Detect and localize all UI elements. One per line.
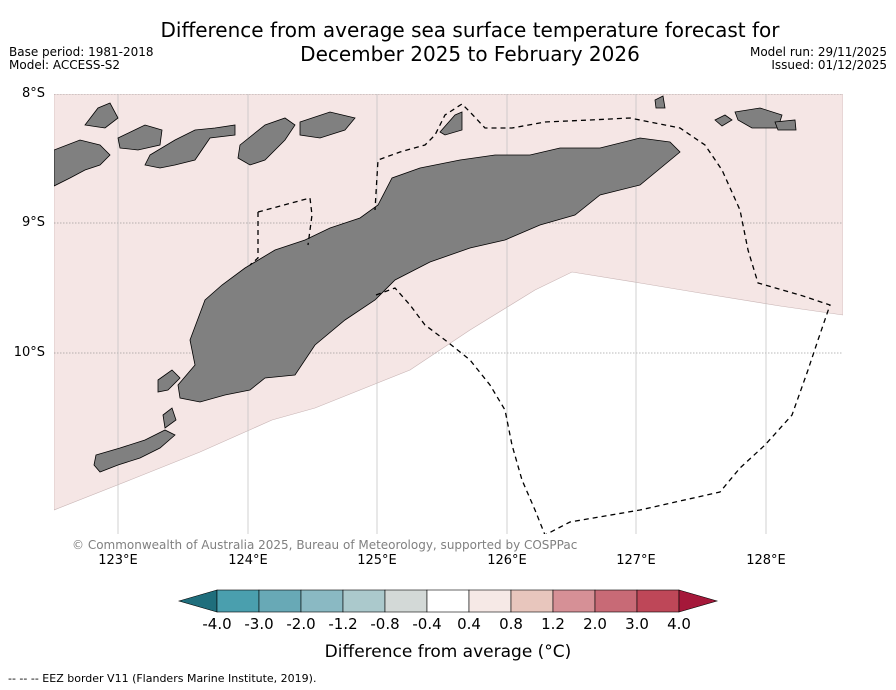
lat-label-9s: 9°S — [21, 215, 45, 230]
colorbar-segment-9 — [552, 589, 596, 613]
lon-label-125e: 125°E — [357, 553, 397, 568]
colorbar-label: Difference from average (°C) — [324, 642, 572, 662]
colorbar-tick: 3.0 — [625, 615, 649, 633]
wetar-island — [299, 111, 356, 139]
colorbar-tick: -3.0 — [244, 615, 274, 633]
issued-date: Issued: 01/12/2025 — [771, 58, 887, 72]
small-island-3 — [654, 95, 666, 109]
lat-label-8s: 8°S — [21, 86, 45, 101]
colorbar-tick: 2.0 — [583, 615, 607, 633]
colorbar-tick: 0.4 — [457, 615, 481, 633]
anomaly-region-0.4-0.8 — [54, 94, 843, 511]
model-run: Model run: 29/11/2025 — [749, 45, 887, 59]
colorbar-segment-8 — [510, 589, 554, 613]
colorbar-segment-11 — [636, 589, 680, 613]
small-island-2 — [439, 111, 463, 136]
eez-border-line — [249, 103, 831, 534]
colorbar-segment-3 — [300, 589, 344, 613]
alor-island — [237, 117, 296, 166]
colorbar-tick: -2.0 — [286, 615, 316, 633]
colorbar — [177, 589, 719, 613]
colorbar-tick: -0.4 — [412, 615, 442, 633]
land — [54, 95, 797, 473]
eez-legend: -- -- -- EEZ border V11 (Flanders Marine… — [8, 672, 317, 685]
colorbar-segment-7 — [468, 589, 512, 613]
lon-label-128e: 128°E — [746, 553, 786, 568]
colorbar-tick: 1.2 — [541, 615, 565, 633]
small-island-8 — [162, 407, 177, 429]
lembata-island — [117, 124, 163, 151]
small-island-1 — [84, 102, 119, 129]
colorbar-segment-1 — [216, 589, 260, 613]
colorbar-extend-low — [177, 589, 218, 613]
model-name: Model: ACCESS-S2 — [9, 58, 121, 72]
colorbar-tick: -0.8 — [370, 615, 400, 633]
colorbar-segment-4 — [342, 589, 386, 613]
lon-label-127e: 127°E — [616, 553, 656, 568]
colorbar-segment-10 — [594, 589, 638, 613]
copyright-notice: © Commonwealth of Australia 2025, Bureau… — [72, 538, 578, 552]
savu-rote-island — [93, 429, 176, 473]
colorbar-tick: 4.0 — [667, 615, 691, 633]
colorbar-extend-high — [678, 589, 719, 613]
small-island-5 — [774, 119, 797, 131]
meta-left: Base period: 1981-2018 Model: ACCESS-S2 — [9, 46, 154, 72]
title-line-2: December 2025 to February 2026 — [300, 42, 640, 66]
pantar-island — [144, 124, 236, 169]
colorbar-tick: 0.8 — [499, 615, 523, 633]
timor-island — [177, 137, 681, 403]
colorbar-segment-6 — [426, 589, 470, 613]
colorbar-segment-2 — [258, 589, 302, 613]
flores-island — [54, 139, 111, 187]
small-island-6 — [714, 114, 733, 127]
lon-label-123e: 123°E — [98, 553, 138, 568]
lon-label-124e: 124°E — [228, 553, 268, 568]
meta-right: Model run: 29/11/2025 Issued: 01/12/2025 — [750, 46, 887, 72]
title-line-1: Difference from average sea surface temp… — [160, 18, 780, 42]
colorbar-tick: -4.0 — [202, 615, 232, 633]
colorbar-tick: -1.2 — [328, 615, 358, 633]
chart-title: Difference from average sea surface temp… — [130, 18, 810, 66]
colorbar-segment-5 — [384, 589, 428, 613]
base-period: Base period: 1981-2018 — [9, 45, 154, 59]
small-island-7 — [157, 369, 181, 393]
lon-label-126e: 126°E — [487, 553, 527, 568]
lat-label-10s: 10°S — [13, 345, 45, 360]
